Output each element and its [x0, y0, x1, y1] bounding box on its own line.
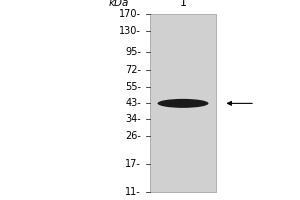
Text: 11-: 11-	[125, 187, 141, 197]
Text: 95-: 95-	[125, 47, 141, 57]
Text: 72-: 72-	[125, 65, 141, 75]
Text: 170-: 170-	[119, 9, 141, 19]
Text: 43-: 43-	[125, 98, 141, 108]
Text: 17-: 17-	[125, 159, 141, 169]
Bar	[150, 14, 216, 192]
Text: 26-: 26-	[125, 131, 141, 141]
Ellipse shape	[158, 99, 208, 108]
Text: 1: 1	[179, 0, 187, 8]
Text: 34-: 34-	[125, 114, 141, 124]
Text: 130-: 130-	[119, 26, 141, 36]
Text: kDa: kDa	[109, 0, 129, 8]
Text: 55-: 55-	[125, 82, 141, 92]
